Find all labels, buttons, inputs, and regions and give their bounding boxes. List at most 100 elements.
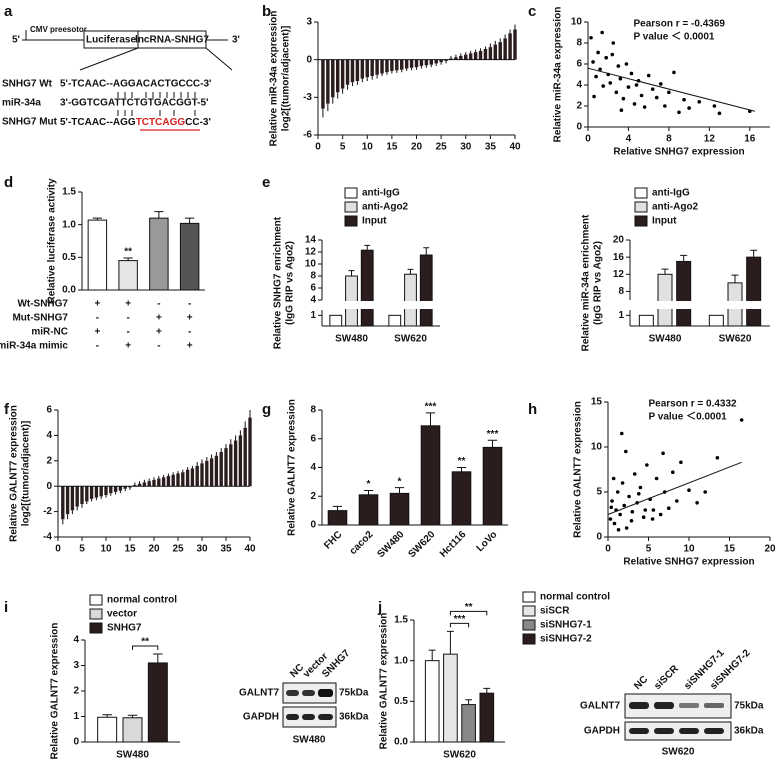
bar bbox=[443, 653, 458, 743]
point bbox=[712, 104, 717, 108]
y-tick-label: 1.0 bbox=[394, 655, 408, 666]
bar bbox=[123, 486, 127, 489]
bar bbox=[157, 478, 161, 487]
legend-swatch bbox=[522, 619, 536, 631]
significance: ** bbox=[141, 637, 149, 648]
bar bbox=[479, 692, 495, 743]
condition-label: miR-34a mimic bbox=[0, 341, 68, 352]
legend-label: siSNHG7-2 bbox=[540, 634, 592, 645]
zoom-line bbox=[205, 47, 233, 71]
point bbox=[641, 515, 646, 519]
bar bbox=[444, 59, 448, 61]
y-tick-label: 0.0 bbox=[62, 285, 76, 296]
bar bbox=[331, 59, 335, 98]
bar bbox=[388, 314, 402, 327]
pairing bbox=[117, 110, 196, 116]
mir-label: miR-34a bbox=[2, 98, 41, 109]
y-tick-label: -6 bbox=[303, 130, 312, 141]
point bbox=[642, 105, 647, 109]
bar bbox=[104, 486, 108, 496]
x-tick-label: SW480 bbox=[376, 529, 407, 560]
bar bbox=[385, 59, 389, 73]
x-tick-label: 35 bbox=[220, 544, 232, 555]
bar bbox=[638, 314, 654, 327]
bar bbox=[454, 57, 458, 60]
point bbox=[645, 463, 649, 467]
bar bbox=[360, 59, 365, 79]
bar bbox=[219, 451, 223, 487]
three-prime: 3' bbox=[232, 35, 240, 46]
y-tick-label: 10 bbox=[305, 259, 317, 270]
y-tick-label: 10 bbox=[571, 17, 583, 28]
error-bar bbox=[154, 211, 164, 219]
x-tick-label: 40 bbox=[509, 142, 521, 153]
band bbox=[654, 702, 674, 709]
bar bbox=[109, 486, 113, 494]
bar bbox=[340, 59, 345, 89]
bar bbox=[166, 476, 171, 487]
y-tick-label: 0.5 bbox=[62, 252, 76, 263]
legend-swatch bbox=[89, 608, 103, 620]
y-tick-label: 4 bbox=[576, 80, 582, 91]
bar bbox=[190, 468, 195, 487]
point bbox=[650, 517, 655, 521]
error-bar bbox=[185, 217, 195, 224]
y-tick-label: 8 bbox=[618, 286, 624, 297]
y-axis-title: Relative GALNT7 expression bbox=[379, 613, 390, 750]
point bbox=[677, 110, 681, 115]
x-tick-label: SW480 bbox=[649, 334, 682, 345]
significance: * bbox=[367, 479, 371, 490]
x-tick-label: 25 bbox=[436, 142, 448, 153]
y-tick-label: 2 bbox=[46, 455, 52, 466]
point bbox=[629, 71, 634, 76]
y-axis-title: Relative luciferase activity bbox=[47, 178, 58, 304]
y-axis-title: Relative GALNT7 expression bbox=[287, 399, 298, 536]
point bbox=[618, 512, 622, 517]
protein-label: GALNT7 bbox=[239, 688, 279, 699]
condition-mark: - bbox=[126, 327, 129, 338]
size-label: 36kDa bbox=[339, 712, 369, 723]
y-tick-label: 8 bbox=[310, 271, 316, 282]
panel-label: f bbox=[4, 401, 10, 418]
point bbox=[624, 526, 629, 530]
mut-prefix: 5'-TCAAC--AGG bbox=[60, 117, 136, 128]
condition-mark: - bbox=[188, 299, 191, 310]
significance: * bbox=[398, 476, 402, 487]
legend-label: siSNHG7-1 bbox=[540, 620, 592, 631]
point bbox=[591, 60, 595, 64]
error-bar bbox=[425, 412, 436, 426]
y-tick-label: 2 bbox=[576, 101, 582, 112]
point bbox=[600, 30, 604, 35]
significance: ** bbox=[124, 247, 132, 258]
size-label: 36kDa bbox=[734, 726, 764, 737]
point bbox=[629, 519, 634, 523]
point bbox=[608, 517, 613, 521]
band bbox=[679, 703, 699, 708]
trendline bbox=[587, 67, 755, 112]
bar bbox=[142, 482, 147, 487]
condition-mark: - bbox=[96, 313, 99, 324]
comparison-bracket bbox=[449, 610, 488, 616]
y-axis-title: log2[(tumor/adjacent)] bbox=[281, 26, 292, 132]
condition-mark: - bbox=[126, 313, 129, 324]
y-tick-label: 1.0 bbox=[62, 219, 76, 230]
x-tick-label: 10 bbox=[100, 544, 112, 555]
x-tick-label: 5 bbox=[79, 544, 85, 555]
x-tick-label: 40 bbox=[244, 544, 256, 555]
bar bbox=[395, 59, 399, 71]
band bbox=[629, 728, 649, 734]
y-tick-label: 8 bbox=[310, 405, 316, 416]
bar bbox=[99, 486, 103, 497]
bar bbox=[61, 486, 65, 520]
x-tick-label: 25 bbox=[172, 544, 184, 555]
legend-swatch bbox=[634, 187, 648, 199]
mut-label: SNHG7 Mut bbox=[2, 117, 58, 128]
trendline bbox=[607, 461, 742, 515]
y-tick-label: 8 bbox=[576, 38, 582, 49]
point bbox=[634, 83, 639, 87]
point bbox=[639, 93, 644, 98]
bar bbox=[434, 59, 438, 64]
condition-mark: + bbox=[125, 299, 131, 310]
point bbox=[687, 106, 691, 110]
y-tick-label: 12 bbox=[613, 269, 625, 280]
